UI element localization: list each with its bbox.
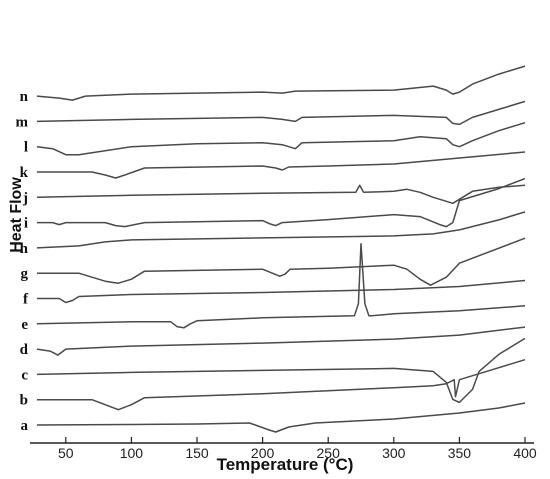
curve-l [36,121,526,156]
curve-label-m: m [16,114,29,130]
curve-g [36,237,526,286]
curve-label-e: e [21,317,28,333]
curve-label-d: d [20,342,29,358]
x-tick-label-100: 100 [120,445,144,461]
curve-k [36,151,526,179]
curve-b [36,358,526,411]
curve-label-n: n [20,89,29,105]
curve-a [36,402,526,433]
curve-n [36,65,526,101]
curve-m [36,100,526,126]
curve-label-b: b [20,393,28,409]
curve-f [36,279,526,304]
y-axis-title: Heat Flow [8,177,25,253]
curve-d [36,326,526,356]
curve-h [36,211,526,249]
curve-label-i: i [24,216,28,232]
x-ticks-group: 50 100 150 200 250 300 350 400 [58,437,537,461]
x-tick-label-250: 250 [317,445,341,461]
curve-label-h: h [20,241,29,257]
x-tick-label-50: 50 [58,445,74,461]
x-tick-label-350: 350 [448,445,472,461]
curve-label-f: f [23,292,29,308]
x-axis-title: Temperature (°C) [217,455,354,474]
curve-i [36,177,526,228]
x-tick-label-400: 400 [513,445,537,461]
x-tick-label-300: 300 [382,445,406,461]
x-tick-label-150: 150 [185,445,209,461]
curve-label-g: g [21,266,29,282]
x-tick-label-200: 200 [251,445,275,461]
curves-group [36,65,526,433]
curve-j [36,184,526,205]
curve-label-l: l [24,140,28,156]
curve-label-c: c [21,367,28,383]
curve-e [36,243,526,329]
curve-c [36,337,526,404]
curve-label-j: j [22,190,28,206]
curve-label-k: k [20,165,29,181]
curve-label-a: a [21,418,29,434]
